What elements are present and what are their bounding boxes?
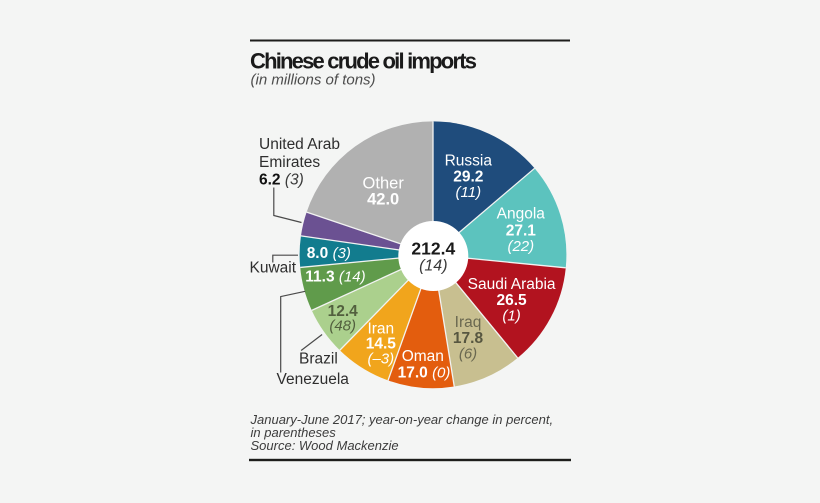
svg-text:United Arab: United Arab bbox=[259, 136, 340, 153]
svg-text:January-June 2017; year-on-yea: January-June 2017; year-on-year change i… bbox=[250, 412, 554, 427]
svg-text:Kuwait: Kuwait bbox=[250, 260, 297, 277]
svg-text:42.0: 42.0 bbox=[367, 191, 399, 209]
svg-text:Brazil: Brazil bbox=[299, 351, 338, 368]
svg-text:(11): (11) bbox=[456, 184, 482, 201]
svg-text:Other: Other bbox=[363, 175, 405, 193]
svg-text:29.2: 29.2 bbox=[453, 169, 483, 186]
svg-text:Iran: Iran bbox=[367, 321, 394, 338]
svg-text:27.1: 27.1 bbox=[506, 223, 537, 240]
svg-text:(48): (48) bbox=[329, 318, 356, 335]
svg-text:17.0 (0): 17.0 (0) bbox=[398, 365, 451, 382]
svg-text:212.4: 212.4 bbox=[411, 239, 455, 259]
svg-text:(–3): (–3) bbox=[367, 351, 394, 368]
svg-text:Russia: Russia bbox=[445, 153, 493, 170]
svg-text:in parentheses: in parentheses bbox=[251, 425, 337, 440]
svg-text:26.5: 26.5 bbox=[497, 292, 528, 309]
svg-text:12.4: 12.4 bbox=[328, 303, 359, 320]
svg-text:Emirates: Emirates bbox=[259, 154, 320, 171]
svg-text:Angola: Angola bbox=[497, 206, 546, 223]
svg-text:Venezuela: Venezuela bbox=[277, 371, 350, 388]
svg-text:Chinese crude oil imports: Chinese crude oil imports bbox=[250, 49, 477, 74]
svg-text:(in millions of tons): (in millions of tons) bbox=[251, 72, 376, 89]
svg-text:6.2 (3): 6.2 (3) bbox=[259, 172, 304, 189]
svg-text:(6): (6) bbox=[459, 346, 477, 363]
svg-text:14.5: 14.5 bbox=[366, 336, 397, 353]
svg-text:(14): (14) bbox=[419, 258, 447, 275]
svg-text:(1): (1) bbox=[502, 308, 520, 325]
svg-text:Saudi Arabia: Saudi Arabia bbox=[468, 276, 556, 293]
svg-text:Source: Wood Mackenzie: Source: Wood Mackenzie bbox=[251, 438, 399, 453]
svg-text:Iraq: Iraq bbox=[455, 314, 482, 331]
svg-text:Oman: Oman bbox=[402, 348, 444, 365]
svg-text:11.3 (14): 11.3 (14) bbox=[305, 269, 365, 286]
svg-text:8.0 (3): 8.0 (3) bbox=[307, 245, 351, 262]
svg-text:(22): (22) bbox=[507, 238, 534, 255]
svg-text:17.8: 17.8 bbox=[453, 330, 484, 347]
